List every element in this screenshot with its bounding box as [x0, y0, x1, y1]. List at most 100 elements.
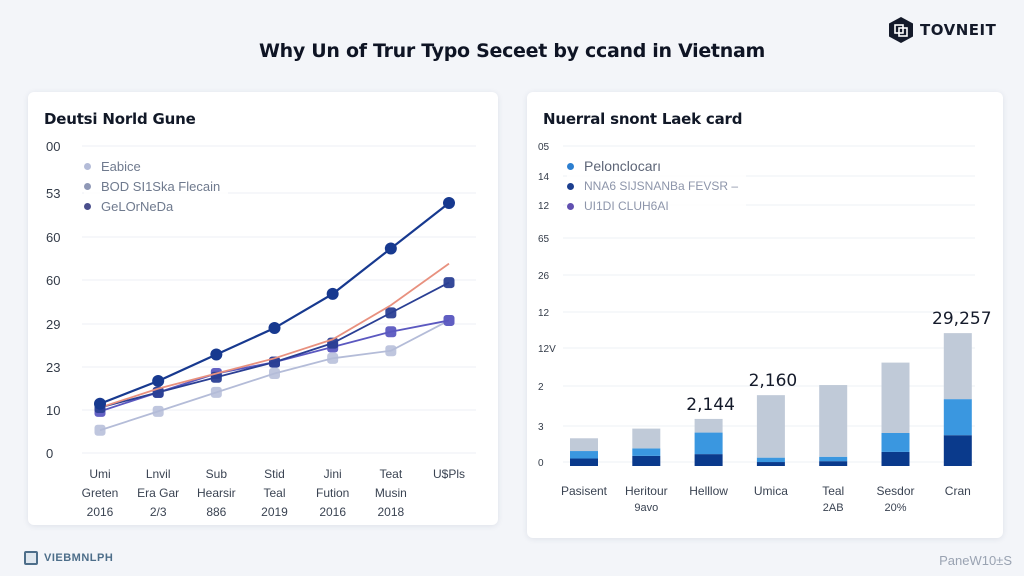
bar-segment[interactable]: [694, 454, 723, 466]
legend-dot-icon: [84, 162, 91, 170]
line-series[interactable]: [99, 262, 450, 409]
bar-chart-legend: Pelonclocarı NNA6 SIJSNANBa FEVSR – UI1D…: [567, 156, 747, 216]
bar-segment[interactable]: [632, 455, 661, 466]
legend-item[interactable]: UI1DI CLUH6AI: [567, 196, 738, 216]
image-frame-icon: [24, 551, 38, 565]
legend-item[interactable]: Pelonclocarı: [567, 156, 738, 176]
stacked-bar[interactable]: [881, 362, 910, 466]
data-point-marker[interactable]: [210, 348, 223, 361]
x-tick-label: Lnvil Era Gar 2/3: [137, 467, 179, 519]
x-tick-label: Teat Musin 2018: [375, 467, 407, 519]
bar-segment[interactable]: [819, 456, 848, 462]
bar-segment[interactable]: [943, 333, 972, 400]
legend-label: Eabice: [101, 158, 141, 174]
y-tick-label: 14: [538, 172, 550, 183]
y-tick-label: 12: [538, 201, 550, 212]
bar-segment[interactable]: [819, 385, 848, 457]
stacked-bar[interactable]: [819, 385, 848, 466]
x-tick-label: Cran: [945, 484, 971, 498]
bar-segment[interactable]: [570, 458, 598, 466]
legend-label: Pelonclocarı: [584, 158, 662, 174]
legend-label: GeLOrNeDa: [101, 198, 174, 214]
bar-value-label: 2,160: [749, 371, 798, 391]
data-point-marker[interactable]: [384, 242, 397, 255]
data-point-marker[interactable]: [443, 277, 455, 289]
stacked-bar[interactable]: [570, 438, 598, 466]
line-chart-card: Deutsi Norld Gune 00 53 60 60 29 23 10 0 Umi Gret…: [28, 92, 498, 525]
y-tick-label: 12V: [538, 344, 556, 355]
x-tick-label: Heritour 9avo: [625, 484, 668, 514]
bar-value-label: 2,144: [686, 395, 735, 415]
legend-item[interactable]: Eabice: [84, 156, 220, 176]
bar-chart: 05 14 12 65 26 12 12V 2 3 0 Pasisent Heritour 9avo 2,…: [538, 142, 992, 514]
y-tick-label: 60: [46, 230, 60, 245]
footer-right-label: PaneW10±S: [939, 553, 1012, 568]
data-point-marker[interactable]: [443, 314, 455, 326]
legend-item[interactable]: BOD SI1Ska Flecain: [84, 176, 220, 196]
bar-segment[interactable]: [694, 418, 723, 433]
data-point-marker[interactable]: [152, 405, 164, 417]
legend-label: NNA6 SIJSNANBa FEVSR –: [584, 179, 739, 193]
legend-item[interactable]: NNA6 SIJSNANBa FEVSR –: [567, 176, 738, 196]
bar-segment[interactable]: [881, 433, 910, 452]
y-tick-label: 0: [46, 446, 53, 461]
y-tick-label: 29: [46, 317, 60, 332]
legend-label: UI1DI CLUH6AI: [584, 199, 669, 213]
bar-segment[interactable]: [632, 448, 661, 456]
data-point-marker[interactable]: [94, 397, 106, 410]
data-point-marker[interactable]: [268, 322, 281, 335]
bar-segment[interactable]: [756, 395, 785, 458]
x-tick-label: Pasisent: [561, 484, 608, 498]
y-tick-label: 60: [46, 273, 60, 288]
x-tick-label: Umica: [754, 484, 788, 498]
y-tick-label: 10: [46, 403, 60, 418]
legend-dot-icon: [567, 162, 574, 170]
line-series[interactable]: [94, 314, 455, 436]
legend-dot-icon: [567, 202, 574, 210]
stacked-bar[interactable]: [632, 428, 661, 466]
line-series[interactable]: [94, 197, 455, 410]
bar-segment[interactable]: [632, 428, 661, 449]
data-point-marker[interactable]: [326, 287, 339, 300]
x-tick-label: Helllow: [689, 484, 728, 498]
legend-dot-icon: [84, 202, 91, 210]
data-point-marker[interactable]: [385, 307, 397, 319]
data-point-marker[interactable]: [443, 197, 455, 210]
bar-segment[interactable]: [694, 432, 723, 455]
bar-segment[interactable]: [756, 457, 785, 463]
bar-segment[interactable]: [570, 451, 598, 459]
line-chart-title: Deutsi Norld Gune: [44, 110, 196, 128]
footer-left-label: VIEBMNLPH: [44, 552, 114, 564]
footer-brand: VIEBMNLPH: [24, 551, 113, 565]
x-tick-label: Sub Hearsir 886: [197, 467, 236, 519]
data-point-marker[interactable]: [210, 386, 222, 398]
bar-segment[interactable]: [943, 435, 972, 466]
stacked-bar[interactable]: [943, 333, 972, 466]
page-title: Why Un of Trur Typo Seceet by ccand in V…: [259, 40, 765, 62]
y-tick-label: 00: [46, 139, 60, 154]
data-point-marker[interactable]: [385, 345, 397, 357]
data-point-marker[interactable]: [152, 375, 165, 388]
stacked-bar[interactable]: [756, 395, 785, 466]
data-point-marker[interactable]: [269, 367, 280, 379]
bar-segment[interactable]: [756, 462, 785, 466]
data-point-marker[interactable]: [94, 424, 106, 436]
legend-dot-icon: [84, 182, 91, 190]
legend-item[interactable]: GeLOrNeDa: [84, 196, 220, 216]
bar-segment[interactable]: [881, 451, 910, 466]
stacked-bar[interactable]: [694, 418, 723, 466]
hexagon-logo-icon: [889, 17, 913, 43]
bar-segment[interactable]: [570, 438, 598, 452]
brand-logo[interactable]: TOVNEIT: [888, 16, 996, 44]
bar-chart-title: Nuerral snont Laek card: [543, 110, 743, 128]
bar-segment[interactable]: [881, 362, 910, 433]
bar-segment[interactable]: [943, 399, 972, 436]
legend-dot-icon: [567, 182, 574, 190]
y-tick-label: 23: [46, 360, 60, 375]
data-point-marker[interactable]: [385, 326, 397, 338]
x-tick-label: U$Pls: [433, 467, 465, 481]
legend-label: BOD SI1Ska Flecain: [101, 178, 221, 194]
bar-segment[interactable]: [819, 461, 848, 466]
data-point-marker[interactable]: [327, 352, 339, 364]
x-tick-label: Sesdor 20%: [876, 484, 914, 514]
